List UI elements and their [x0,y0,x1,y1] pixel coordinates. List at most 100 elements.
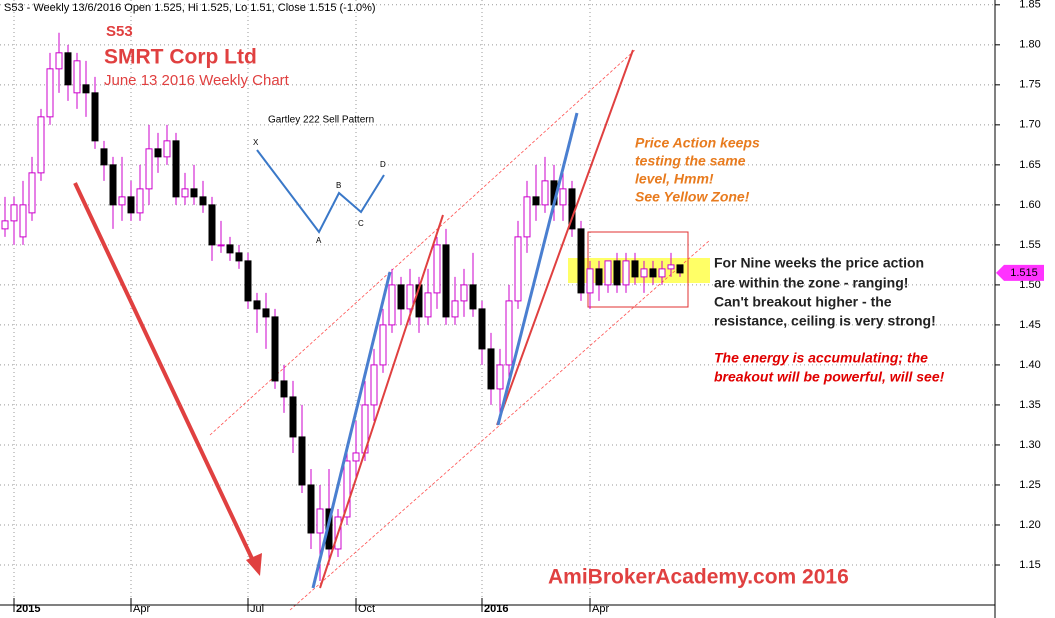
header: S53 - Weekly 13/6/2016 Open 1.525, Hi 1.… [4,2,376,14]
y-tick-label: 1.75 [1019,79,1040,91]
candle-body [55,52,63,70]
y-tick-label: 1.40 [1019,359,1040,371]
y-tick-label: 1.30 [1019,439,1040,451]
y-tick-label: 1.35 [1019,399,1040,411]
candle-body [424,292,432,318]
candle-body [316,508,324,534]
gartley-pattern [256,149,385,234]
candle-body [280,380,288,398]
note: resistance, ceiling is very strong! [714,313,936,329]
candle-body [163,140,171,158]
candle-body [460,284,468,302]
axis: 1.15 1.20 1.25 1.30 1.35 1.40 1.45 1.50 1.55 1.60… [13,0,1044,615]
candle-body [73,60,81,94]
candle-body [190,188,198,198]
candle-body [604,260,612,286]
candle-body [208,204,216,246]
candle-body [442,244,450,318]
note: breakout will be powerful, will see! [714,369,945,385]
pattern-point: X [253,138,259,147]
candle-body [406,284,414,310]
watermark: AmiBrokerAcademy.com 2016 [548,566,849,589]
y-tick-label: 1.25 [1019,479,1040,491]
x-tick-label: Jul [250,603,264,615]
candle-body [595,268,603,286]
candle-body [559,188,567,206]
chart-subtitle: June 13 2016 Weekly Chart [104,72,290,89]
y-tick-label: 1.60 [1019,199,1040,211]
candle-body [100,148,108,166]
trend-line [496,112,579,426]
candle-body [487,348,495,390]
candle-body [379,324,387,366]
note: The energy is accumulating; the [714,350,928,366]
candle-body [523,196,531,238]
candle-body [181,188,189,198]
x-tick-label: Apr [592,603,609,615]
candle-body [343,460,351,518]
candle-body [118,196,126,206]
candle-body [505,300,513,366]
candle-body [64,52,72,86]
candle-body [631,260,639,278]
candle-body [649,268,657,278]
candle-body [154,148,162,158]
candle-body [271,316,279,382]
arrow-head [246,553,262,576]
candle-body [622,260,630,286]
y-tick-label: 1.70 [1019,119,1040,131]
candle-body [244,260,252,302]
down-arrow [73,182,257,566]
note: See Yellow Zone! [635,189,750,205]
candle-body [253,300,261,310]
candle-body [433,244,441,294]
pattern-point: B [336,181,341,190]
candle-body [127,196,135,214]
candle-body [586,268,594,294]
note: are within the zone - ranging! [714,275,908,291]
candle-body [370,364,378,406]
pattern-title: Gartley 222 Sell Pattern [268,115,374,126]
note: testing the same [635,153,746,169]
candle-body [640,268,648,278]
candle-body [226,244,234,254]
trend-line [311,271,392,589]
trend-line [496,49,634,426]
candle-body [109,164,117,206]
candle-body [82,84,90,94]
x-tick-label: Oct [358,603,375,615]
candle-body [388,284,396,326]
candle-body [532,196,540,206]
candle-body [37,116,45,174]
pattern-point: A [316,236,322,245]
candle-body [478,308,486,350]
candle-body [235,252,243,262]
candle-body [1,220,9,230]
y-tick-label: 1.55 [1019,239,1040,251]
candle-body [262,308,270,318]
candle-body [676,264,684,274]
candle-body [307,484,315,534]
candle-body [289,396,297,438]
candle-body [514,236,522,302]
y-tick-label: 1.65 [1019,159,1040,171]
y-tick-label: 1.50 [1019,279,1040,291]
candle-body [217,244,225,247]
candle-body [19,204,27,238]
candle-body [397,284,405,310]
note: Price Action keeps [635,135,760,151]
candle-body [613,260,621,286]
candle-body [298,436,306,486]
candle-body [136,188,144,214]
candle-body [199,196,207,206]
candle-body [46,68,54,118]
y-tick-label: 1.15 [1019,559,1040,571]
x-tick-label: Apr [133,603,150,615]
last-price-marker [996,264,1044,281]
candle-body [91,92,99,142]
candle-body [28,172,36,214]
pattern-point: D [380,160,386,169]
note: Can't breakout higher - the [714,294,892,310]
candle-body [451,300,459,318]
